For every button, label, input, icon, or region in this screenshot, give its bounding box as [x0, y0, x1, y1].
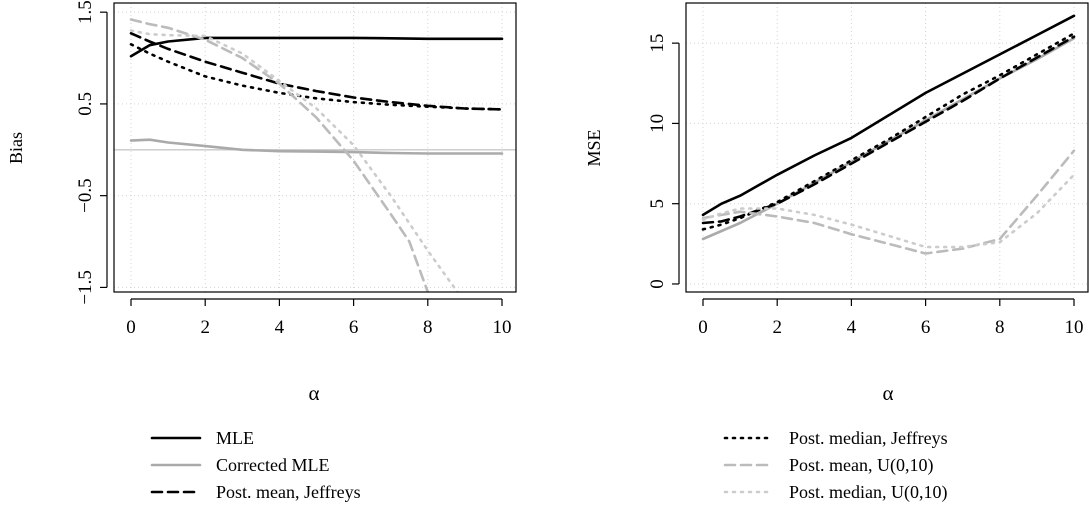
- bias-x-tick-label: 10: [493, 317, 512, 338]
- mse-y-tick-label: 10: [647, 114, 668, 133]
- legend-label-3: Post. median, Jeffreys: [789, 428, 948, 448]
- bias-grid: [114, 3, 516, 292]
- bias-series-5: [129, 29, 459, 292]
- bias-panel: α Bias 0 2 4 6 8 10 −1.5 −0.5 0.5 1.5: [6, 0, 517, 405]
- mse-y-tick-label: 15: [647, 34, 668, 53]
- bias-x-tick-label: 4: [275, 317, 285, 338]
- bias-x-axis-label: α: [308, 381, 319, 405]
- mse-panel: α MSE 0 2 4 6 8 10 0 5 10 15: [584, 2, 1089, 405]
- bias-y-tick-label: −0.5: [75, 178, 96, 212]
- bias-series-4: [129, 18, 430, 292]
- mse-x-tick-label: 6: [921, 317, 931, 338]
- legend-label-2: Post. mean, Jeffreys: [216, 482, 361, 502]
- mse-x-tick-label: 2: [772, 317, 782, 338]
- mse-series-0: [701, 14, 1076, 217]
- bias-y-tick-label: −1.5: [75, 270, 96, 304]
- mse-y-axis-label: MSE: [584, 129, 604, 166]
- mse-y-tick-label: 5: [647, 199, 668, 209]
- mse-x-tick-label: 8: [995, 317, 1005, 338]
- mse-y-tick-label: 0: [647, 279, 668, 289]
- legend-label-4: Post. mean, U(0,10): [789, 455, 933, 476]
- bias-y-tick-label: 0.5: [75, 92, 96, 116]
- bias-series-0: [129, 36, 504, 58]
- mse-series-4: [701, 149, 1076, 255]
- legend-label-1: Corrected MLE: [216, 455, 329, 475]
- bias-plot-frame: [113, 2, 517, 293]
- mse-grid: [686, 3, 1088, 292]
- mse-x-tick-label: 0: [698, 317, 708, 338]
- legend-label-5: Post. median, U(0,10): [789, 482, 947, 503]
- legend: MLE Corrected MLE Post. mean, Jeffreys Post…: [150, 428, 948, 503]
- bias-x-tick-label: 8: [423, 317, 433, 338]
- mse-series-5: [701, 173, 1076, 249]
- mse-x-tick-label: 4: [847, 317, 857, 338]
- bias-series-1: [129, 138, 504, 155]
- mse-series-3: [701, 32, 1076, 231]
- bias-series-3: [129, 43, 504, 111]
- mse-series-2: [701, 35, 1076, 225]
- bias-x-tick-label: 0: [126, 317, 136, 338]
- bias-y-axis-label: Bias: [6, 132, 26, 164]
- legend-label-0: MLE: [216, 428, 254, 448]
- bias-x-tick-label: 2: [200, 317, 210, 338]
- mse-x-tick-label: 10: [1065, 317, 1084, 338]
- bias-x-tick-label: 6: [349, 317, 359, 338]
- mse-plot-frame: [685, 2, 1089, 293]
- mse-x-axis-label: α: [882, 381, 893, 405]
- bias-y-tick-label: 1.5: [75, 0, 96, 24]
